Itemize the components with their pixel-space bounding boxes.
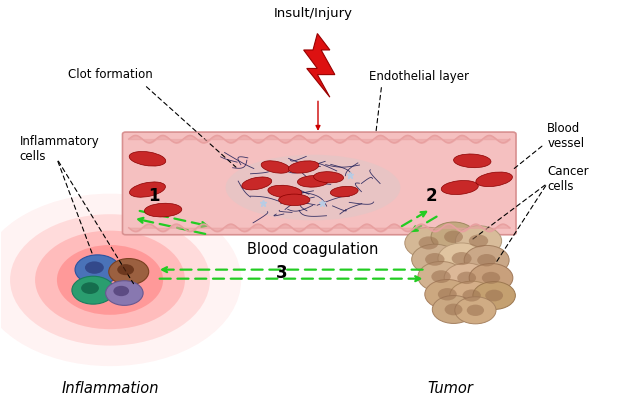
Polygon shape — [304, 33, 335, 97]
Ellipse shape — [145, 203, 182, 217]
Circle shape — [405, 227, 453, 259]
Circle shape — [485, 290, 503, 301]
Circle shape — [10, 214, 210, 346]
Ellipse shape — [297, 176, 329, 187]
Circle shape — [433, 295, 475, 323]
Circle shape — [57, 245, 163, 315]
Circle shape — [464, 246, 509, 275]
Circle shape — [444, 304, 463, 315]
Ellipse shape — [476, 172, 513, 187]
Text: Insult/Injury: Insult/Injury — [274, 7, 352, 20]
Circle shape — [463, 290, 481, 302]
Circle shape — [35, 231, 185, 329]
Text: Blood
vessel: Blood vessel — [547, 122, 584, 150]
Circle shape — [81, 282, 99, 294]
Circle shape — [425, 279, 470, 309]
Circle shape — [469, 264, 513, 292]
Ellipse shape — [331, 186, 358, 197]
Circle shape — [473, 281, 515, 309]
Text: Tumor: Tumor — [428, 381, 473, 396]
Circle shape — [117, 264, 134, 275]
FancyBboxPatch shape — [123, 132, 516, 235]
Circle shape — [418, 262, 464, 292]
Text: Clot formation: Clot formation — [68, 68, 152, 81]
Circle shape — [452, 252, 471, 265]
Circle shape — [450, 281, 493, 310]
Ellipse shape — [289, 161, 319, 173]
Text: Inflammatory
cells: Inflammatory cells — [19, 134, 99, 162]
Text: 3: 3 — [276, 265, 287, 282]
Circle shape — [457, 272, 476, 284]
Text: 1: 1 — [148, 187, 160, 205]
Circle shape — [425, 253, 444, 266]
Circle shape — [467, 304, 484, 316]
Circle shape — [113, 286, 129, 296]
Ellipse shape — [268, 185, 302, 198]
Text: Endothelial layer: Endothelial layer — [369, 70, 469, 83]
Circle shape — [438, 243, 485, 274]
Circle shape — [412, 244, 458, 274]
Circle shape — [431, 222, 476, 252]
Circle shape — [454, 297, 496, 324]
Ellipse shape — [130, 182, 165, 197]
Ellipse shape — [129, 152, 166, 166]
Circle shape — [482, 272, 500, 284]
Circle shape — [444, 263, 489, 293]
Text: 2: 2 — [426, 187, 438, 205]
Ellipse shape — [441, 180, 478, 194]
Circle shape — [72, 276, 115, 304]
Circle shape — [109, 259, 149, 285]
Circle shape — [431, 270, 451, 283]
Circle shape — [444, 231, 463, 243]
Circle shape — [0, 194, 241, 366]
Circle shape — [419, 236, 439, 250]
Circle shape — [85, 261, 104, 274]
Circle shape — [75, 255, 120, 284]
Text: Inflammation: Inflammation — [61, 381, 159, 396]
Circle shape — [477, 254, 496, 267]
Text: Blood coagulation: Blood coagulation — [247, 241, 379, 257]
Ellipse shape — [454, 154, 491, 168]
Ellipse shape — [279, 194, 310, 206]
Circle shape — [469, 234, 488, 247]
Ellipse shape — [242, 177, 272, 190]
Text: Cancer
cells: Cancer cells — [547, 165, 589, 193]
Circle shape — [455, 226, 501, 256]
Circle shape — [438, 288, 457, 300]
Ellipse shape — [314, 172, 344, 183]
Circle shape — [106, 281, 143, 305]
Ellipse shape — [261, 161, 290, 173]
Ellipse shape — [225, 154, 401, 220]
